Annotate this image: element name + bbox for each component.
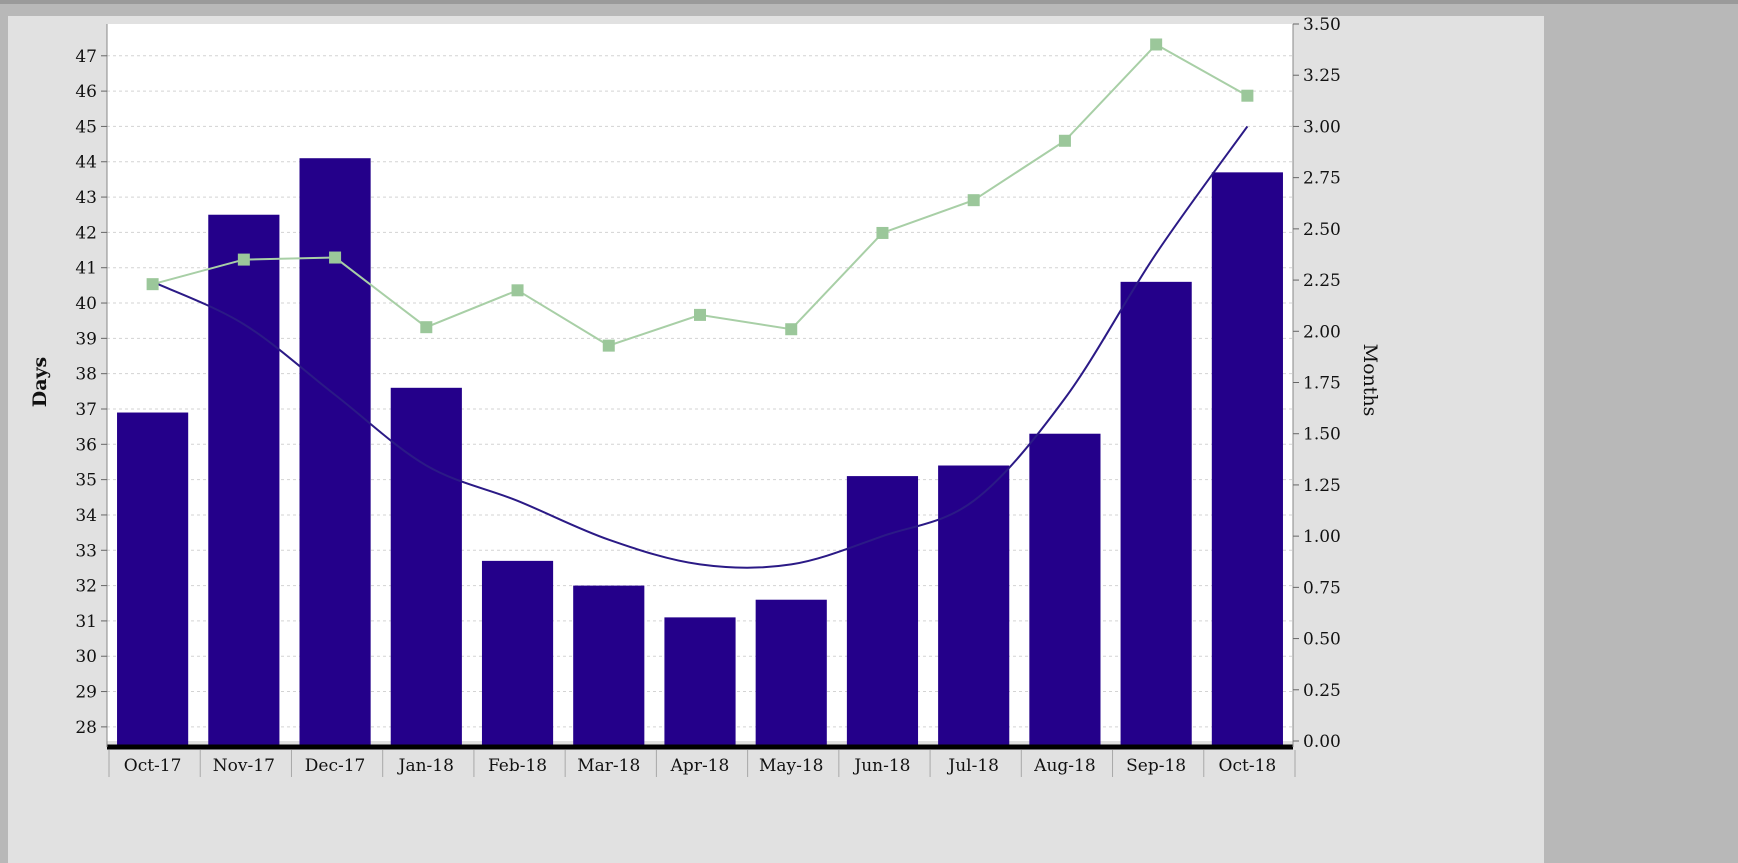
y-tick-label: 29 [75, 683, 97, 703]
bar [938, 465, 1010, 747]
line-marker [1150, 38, 1163, 51]
y-tick-label: 38 [75, 365, 97, 385]
y2-axis-title: Months [1359, 344, 1381, 417]
y2-tick-label: 0.25 [1303, 681, 1341, 701]
bar [481, 560, 554, 747]
y-tick-label: 33 [75, 541, 97, 561]
bar-series [117, 158, 1283, 748]
line-marker [694, 308, 706, 321]
line-marker [146, 278, 159, 291]
bar [755, 599, 827, 747]
line-marker [602, 339, 615, 352]
combo-chart: Oct-17 Nov-17 Dec-17 Jan-18 Feb-18 Mar-18 Apr-… [29, 16, 1381, 777]
y-tick-label: 44 [75, 153, 97, 173]
line-marker [329, 251, 342, 264]
y-axis-right: 0.00 0.25 0.50 0.75 1.00 1.25 1.50 1.75 2.00 2.25… [1292, 16, 1341, 752]
y2-tick-label: 1.25 [1303, 476, 1341, 496]
y-tick-label: 42 [75, 223, 97, 243]
y-axis-title: Days [29, 357, 51, 408]
y2-tick-label: 3.50 [1303, 16, 1341, 35]
x-tick-label: Apr-18 [670, 756, 730, 776]
x-tick-label: May-18 [759, 756, 824, 776]
bar [1211, 172, 1283, 747]
bar [1029, 433, 1101, 747]
y-tick-label: 36 [75, 435, 97, 455]
y-tick-label: 30 [75, 647, 97, 667]
y2-tick-label: 2.50 [1303, 220, 1341, 240]
x-tick-label: Jul-18 [946, 756, 999, 776]
y-tick-label: 37 [75, 400, 97, 420]
y-axis-left: 28 29 30 31 32 33 34 35 36 37 38 39 40 41 42 43 44 45 46 47 [75, 24, 108, 747]
y-tick-label: 32 [75, 577, 97, 597]
y2-tick-label: 2.75 [1303, 169, 1341, 189]
y-tick-label: 45 [75, 117, 97, 137]
x-tick-label: Jan-18 [397, 756, 454, 776]
y2-tick-label: 3.00 [1303, 117, 1341, 137]
bar [573, 585, 645, 747]
bar [1120, 281, 1192, 747]
y2-tick-label: 1.50 [1303, 425, 1341, 445]
bar [846, 476, 919, 747]
y2-tick-label: 0.75 [1303, 578, 1341, 598]
y2-tick-label: 1.00 [1303, 527, 1341, 547]
x-tick-label: Oct-18 [1219, 756, 1277, 776]
x-tick-label: Nov-17 [213, 756, 275, 776]
line-marker [237, 253, 250, 266]
x-tick-label: Sep-18 [1126, 756, 1186, 776]
y-tick-label: 34 [75, 506, 97, 526]
bar [299, 158, 371, 748]
y2-tick-label: 2.25 [1303, 271, 1341, 291]
x-tick-label: Mar-18 [577, 756, 640, 776]
bar [208, 214, 280, 747]
line-marker [785, 323, 798, 336]
y-tick-label: 47 [75, 47, 97, 67]
y-tick-label: 35 [75, 471, 97, 491]
y2-tick-label: 0.00 [1303, 732, 1341, 752]
x-tick-label: Oct-17 [124, 756, 182, 776]
line-marker [1058, 134, 1071, 147]
y2-tick-label: 2.00 [1303, 322, 1341, 342]
marker-line-series [146, 38, 1254, 352]
x-tick-label: Aug-18 [1033, 756, 1095, 776]
y-tick-label: 39 [75, 329, 97, 349]
y2-tick-label: 0.50 [1303, 630, 1341, 650]
x-tick-label: Dec-17 [305, 756, 366, 776]
line-marker [876, 226, 889, 239]
line-marker [420, 321, 433, 334]
y2-tick-label: 3.25 [1303, 66, 1341, 86]
y-tick-label: 28 [75, 718, 97, 738]
line-marker [1241, 89, 1254, 102]
y-tick-label: 41 [75, 259, 97, 279]
window-top-border [0, 0, 1738, 4]
x-tick-label: Jun-18 [852, 756, 910, 776]
trend-line [152, 125, 1249, 569]
bar [664, 617, 736, 747]
line-marker [511, 284, 524, 297]
chart-panel: Oct-17 Nov-17 Dec-17 Jan-18 Feb-18 Mar-18 Apr-… [8, 16, 1544, 863]
y-tick-label: 31 [75, 612, 97, 632]
x-axis: Oct-17 Nov-17 Dec-17 Jan-18 Feb-18 Mar-18 Apr-… [107, 744, 1296, 777]
x-tick-label: Feb-18 [488, 756, 547, 776]
y2-tick-label: 1.75 [1303, 374, 1341, 394]
y-tick-label: 46 [75, 82, 97, 102]
bar [117, 412, 189, 747]
y-tick-label: 40 [75, 294, 97, 314]
trend-line-series [152, 125, 1249, 569]
bar [390, 387, 462, 747]
y-tick-label: 43 [75, 188, 97, 208]
line-marker [967, 194, 980, 207]
